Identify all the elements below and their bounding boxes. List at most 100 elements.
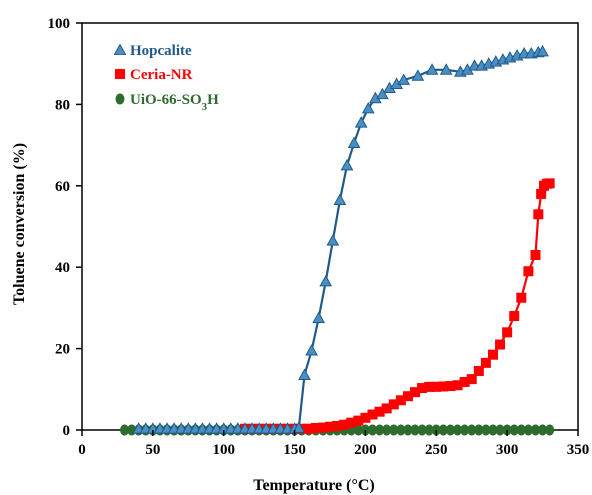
data-point: [460, 424, 470, 436]
data-point: [397, 73, 411, 85]
data-point: [346, 417, 357, 428]
data-point: [376, 87, 389, 100]
legend-marker: [115, 69, 125, 79]
data-point: [325, 421, 335, 432]
data-point: [310, 422, 321, 433]
data-point: [292, 421, 306, 433]
data-point: [120, 424, 130, 436]
data-point: [459, 376, 470, 387]
series-0: [132, 44, 549, 434]
data-point: [445, 381, 456, 392]
data-point: [425, 63, 439, 75]
plot-frame: [81, 22, 579, 431]
data-point: [305, 344, 318, 356]
data-point: [326, 234, 340, 246]
series-layer: [120, 44, 555, 436]
legend-marker: [113, 43, 127, 55]
data-point: [530, 424, 540, 436]
data-point: [536, 188, 547, 199]
y-tick-label: 0: [63, 423, 71, 439]
data-point: [545, 424, 555, 436]
plot-border: [81, 22, 579, 431]
data-point: [538, 424, 548, 436]
legend-label: Ceria-NR: [130, 67, 193, 83]
data-point: [536, 44, 549, 57]
data-point: [445, 424, 455, 436]
data-point: [424, 424, 434, 436]
data-point: [361, 101, 375, 114]
data-point: [424, 381, 435, 392]
data-point: [367, 409, 378, 420]
data-point: [354, 116, 368, 128]
y-tick-label: 100: [48, 16, 71, 32]
data-point: [438, 424, 448, 436]
data-point: [396, 424, 406, 436]
data-point: [339, 419, 350, 430]
legend-label: UiO-66-SO3H: [130, 92, 219, 113]
data-point: [544, 178, 555, 189]
data-point: [382, 424, 392, 436]
data-point: [431, 381, 442, 392]
data-point: [360, 412, 371, 423]
x-axis-title: Temperature (°C): [253, 477, 374, 494]
legend-label: Hopcalite: [130, 43, 192, 59]
data-point: [453, 424, 463, 436]
data-point: [381, 403, 392, 414]
data-point: [467, 424, 477, 436]
data-point: [353, 415, 364, 426]
data-point: [466, 374, 477, 385]
data-point: [410, 424, 420, 436]
data-point: [347, 136, 361, 148]
data-point: [333, 193, 347, 205]
axis-layer: 0 50 100 150 200 250 300 350 0 20 40 60 80 100: [48, 16, 590, 458]
data-point: [317, 422, 328, 433]
data-point: [509, 424, 519, 436]
data-point: [452, 380, 463, 391]
data-point: [495, 424, 505, 436]
data-point: [411, 69, 425, 81]
data-point: [389, 424, 399, 436]
data-point: [332, 420, 343, 431]
legend: Hopcalite Ceria-NR UiO-66-SO3H: [113, 43, 219, 113]
y-tick-label: 60: [55, 179, 70, 195]
x-tick-label: 350: [567, 442, 590, 458]
series-1: [239, 178, 555, 434]
y-tick-label: 40: [55, 260, 70, 276]
y-axis-title: Toluene conversion (%): [11, 143, 28, 305]
data-point: [410, 387, 421, 398]
data-point: [438, 381, 449, 392]
data-point: [474, 424, 484, 436]
data-point: [523, 424, 533, 436]
data-point: [533, 209, 544, 220]
data-point: [402, 391, 413, 402]
series-line: [244, 182, 550, 430]
x-tick-label: 0: [78, 442, 86, 458]
data-point: [417, 383, 428, 394]
data-point: [509, 311, 520, 322]
x-tick-label: 100: [212, 442, 235, 458]
data-point: [374, 406, 385, 417]
data-point: [530, 249, 541, 260]
x-tick-label: 50: [145, 442, 160, 458]
x-tick-label: 250: [425, 442, 448, 458]
data-point: [417, 424, 427, 436]
y-tick-label: 80: [55, 97, 70, 113]
data-point: [368, 424, 378, 436]
data-point: [516, 424, 526, 436]
data-point: [388, 399, 399, 410]
data-point: [303, 423, 314, 434]
data-point: [319, 274, 333, 287]
x-tick-label: 300: [496, 442, 519, 458]
data-point: [340, 158, 354, 171]
data-point: [523, 266, 534, 277]
data-point: [473, 365, 484, 376]
data-point: [495, 339, 506, 350]
data-point: [375, 424, 385, 436]
data-point: [487, 349, 498, 360]
x-tick-label: 200: [354, 442, 377, 458]
legend-marker: [115, 93, 125, 105]
data-point: [395, 395, 406, 406]
x-tick-label: 150: [283, 442, 306, 458]
data-point: [439, 63, 453, 75]
